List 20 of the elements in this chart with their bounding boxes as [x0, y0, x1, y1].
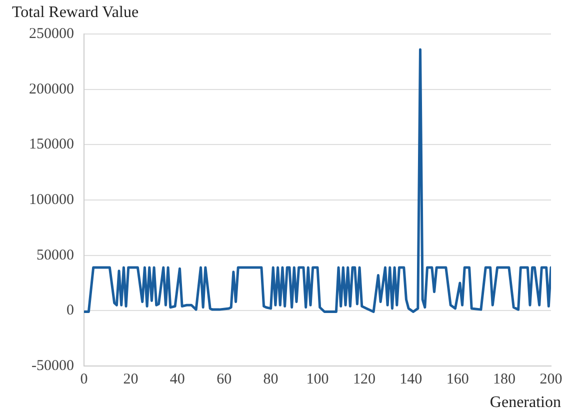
y-tick-label: 150000 — [29, 136, 74, 153]
x-tick-label: 180 — [493, 371, 516, 388]
y-tick-label: 50000 — [36, 247, 74, 264]
x-tick-label: 60 — [216, 371, 232, 388]
x-tick-label: 20 — [123, 371, 138, 388]
x-tick-label: 80 — [263, 371, 278, 388]
x-tick-label: 100 — [306, 371, 329, 388]
y-tick-label: -50000 — [32, 358, 74, 374]
x-tick-label: 140 — [400, 371, 422, 388]
x-axis-title: Generation — [490, 394, 561, 412]
y-tick-label: 250000 — [29, 26, 74, 42]
x-tick-label: 200 — [540, 371, 562, 388]
y-tick-label: 100000 — [29, 192, 74, 208]
x-tick-label: 40 — [170, 371, 185, 388]
y-tick-label: 200000 — [29, 81, 74, 98]
y-tick-label: 0 — [66, 302, 74, 319]
x-tick-label: 160 — [446, 371, 469, 388]
x-tick-label: 0 — [80, 371, 88, 388]
y-axis-title: Total Reward Value — [12, 4, 139, 22]
x-tick-label: 120 — [352, 371, 376, 388]
